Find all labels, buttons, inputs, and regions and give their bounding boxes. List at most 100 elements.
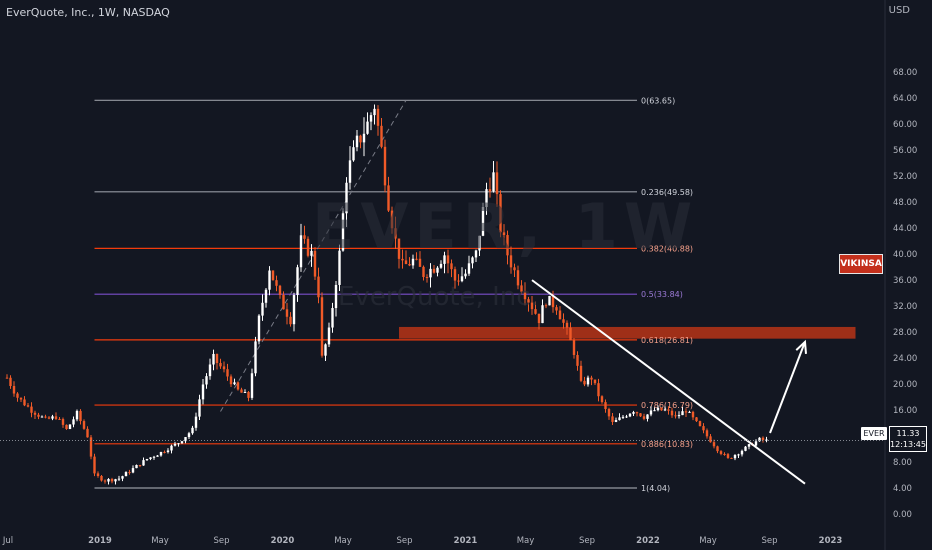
candle-body [548, 295, 551, 306]
candle-body [233, 382, 236, 385]
candle-body [117, 478, 121, 480]
candle-body [628, 413, 632, 417]
candle-body [443, 255, 446, 264]
watermark-company: EverQuote, Inc. [338, 282, 539, 312]
candle-body [621, 416, 625, 418]
candle-body [170, 445, 173, 451]
candle-body [541, 305, 544, 324]
candle-body [145, 458, 149, 461]
candle-body [156, 455, 159, 457]
candle-body [726, 454, 730, 458]
candle-body [527, 299, 530, 303]
candle-body [380, 125, 383, 147]
candle-body [121, 476, 124, 479]
candle-body [502, 232, 506, 236]
y-tick-label: 16.00 [893, 406, 917, 416]
candle-body [604, 402, 607, 410]
candle-body [219, 363, 222, 367]
projection-arrow-head [795, 339, 807, 354]
candle-body [366, 121, 369, 134]
candle-body [299, 235, 303, 268]
candle-body [180, 441, 184, 444]
candle-body [478, 235, 481, 251]
candle-body [177, 443, 180, 445]
candle-body [229, 376, 233, 385]
candle-body [292, 295, 296, 325]
x-tick-label: Jul [2, 536, 13, 546]
candle-body [152, 456, 156, 458]
candle-body [569, 327, 572, 341]
candle-body [660, 407, 663, 411]
fib-level-label: 1(4.04) [641, 484, 670, 493]
y-tick-label: 60.00 [893, 120, 917, 130]
x-tick-label: Sep [396, 536, 412, 546]
candle-body [719, 451, 723, 454]
candle-body [730, 457, 733, 459]
candle-body [75, 410, 79, 420]
candle-body [537, 313, 541, 324]
fib-trend-diagonal [220, 100, 407, 412]
candle-body [138, 464, 142, 466]
fib-level-label: 0.786(16.79) [641, 401, 693, 410]
candle-body [688, 411, 691, 413]
candle-body [82, 421, 86, 429]
candle-body [635, 412, 639, 414]
last-price-tag: 11.33 12:13:45 [889, 426, 927, 452]
author-badge: VIKINSA [839, 254, 883, 274]
candle-body [226, 369, 229, 377]
candle-body [544, 305, 548, 307]
resistance-zone [399, 326, 856, 339]
candle-body [474, 250, 478, 258]
candle-body [240, 389, 243, 393]
candle-body [439, 263, 443, 268]
candle-body [338, 250, 341, 285]
watermark-symbol: EVER, 1W [312, 190, 699, 263]
candle-body [86, 428, 89, 438]
candle-body [390, 210, 394, 229]
x-tick-label: Sep [213, 536, 229, 546]
currency-label: USD [888, 5, 910, 16]
candle-body [327, 327, 331, 345]
candle-body [607, 409, 611, 417]
candle-body [723, 453, 726, 455]
candle-body [488, 189, 492, 192]
candle-body [513, 267, 516, 271]
candle-body [320, 297, 324, 356]
fib-level-label: 0(63.65) [641, 96, 675, 105]
candle-body [691, 411, 695, 418]
candle-body [457, 280, 460, 282]
x-tick-label: 2022 [636, 536, 660, 546]
candle-body [695, 417, 698, 422]
candle-body [649, 410, 653, 415]
candle-body [499, 194, 502, 233]
candle-body [436, 267, 439, 273]
candle-body [40, 416, 44, 418]
candle-body [481, 207, 485, 236]
candle-body [656, 407, 660, 411]
x-axis: Jul 2019 May Sep 2020 May Sep 2021 May Sep 2022 May… [2, 536, 843, 546]
candle-body [285, 309, 289, 317]
y-tick-label: 44.00 [893, 224, 917, 234]
candle-body [72, 419, 75, 425]
candle-body [590, 377, 593, 380]
candle-body [492, 172, 495, 192]
candle-body [166, 450, 170, 453]
candle-body [93, 456, 96, 474]
candle-body [530, 302, 534, 310]
candle-body [698, 421, 702, 427]
x-tick-label: 2023 [819, 536, 843, 546]
y-tick-label: 20.00 [893, 380, 917, 390]
candle-body [471, 257, 474, 264]
y-axis: 0.00 4.00 8.00 16.00 20.00 24.00 28.00 32.00 36.… [884, 0, 917, 550]
candle-body [89, 437, 93, 457]
candle-body [579, 365, 583, 381]
candle-body [737, 454, 740, 456]
y-tick-label: 56.00 [893, 146, 917, 156]
y-tick-label: 48.00 [893, 198, 917, 208]
candle-body [114, 479, 117, 482]
candle-body [450, 263, 453, 270]
candle-body [670, 410, 674, 416]
candle-body [639, 413, 642, 417]
bar-countdown: 12:13:45 [890, 440, 926, 449]
